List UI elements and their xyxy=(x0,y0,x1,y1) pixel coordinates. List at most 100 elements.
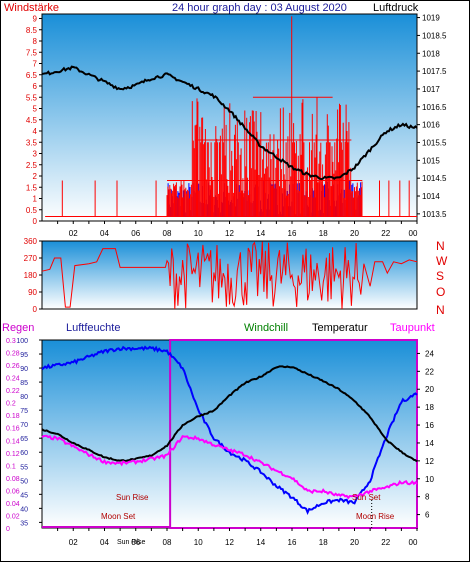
rain-tick-label: 0.02 xyxy=(6,513,20,520)
x-tick-label: 20 xyxy=(350,229,359,238)
x-tick-label: 02 xyxy=(69,229,78,238)
temperature-line xyxy=(41,365,418,463)
rain-tick-label: 0.14 xyxy=(6,438,20,445)
rain-tick-label: 0.22 xyxy=(6,388,20,395)
wind-tick-label: 1.5 xyxy=(26,183,38,192)
pressure-tick-label: 1017.5 xyxy=(422,67,447,76)
x-tick-label: 06 xyxy=(131,538,140,547)
pressure-tick-label: 1017 xyxy=(422,85,440,94)
x-tick-label: 16 xyxy=(288,229,297,238)
pressure-title: Luftdruck xyxy=(373,2,419,14)
pressure-tick-label: 1013.5 xyxy=(422,210,447,219)
x-tick-label: 10 xyxy=(194,538,203,547)
temperature-tick-label: 8 xyxy=(425,493,430,502)
humidity-tick-label: 50 xyxy=(20,478,28,485)
humidity-tick-label: 35 xyxy=(20,520,28,527)
compass-label: N xyxy=(436,303,445,317)
direction-tick-label: 360 xyxy=(24,237,38,246)
chart-title: 24 hour graph day : 03 August 2020 xyxy=(172,2,347,14)
pressure-tick-label: 1016.5 xyxy=(422,103,447,112)
wind-tick-label: 0 xyxy=(33,217,38,226)
rain-tick-label: 0.12 xyxy=(6,451,20,458)
x-tick-label: 04 xyxy=(100,229,109,238)
rain-tick-label: 0.06 xyxy=(6,488,20,495)
humidity-tick-label: 95 xyxy=(20,352,28,359)
rain-tick-label: 0.28 xyxy=(6,351,20,358)
direction-tick-label: 0 xyxy=(33,305,38,314)
legend-luftfeuchte: Luftfeuchte xyxy=(66,322,120,334)
humidity-tick-label: 45 xyxy=(20,492,28,499)
rain-tick-label: 0.16 xyxy=(6,426,20,433)
sun-set-label: Sun Set xyxy=(352,493,381,502)
compass-label: S xyxy=(436,269,444,283)
humidity-tick-label: 65 xyxy=(20,436,28,443)
x-tick-label: 16 xyxy=(288,538,297,547)
legend-regen: Regen xyxy=(2,322,34,334)
direction-tick-label: 270 xyxy=(24,254,38,263)
pressure-tick-label: 1014.5 xyxy=(422,174,447,183)
humidity-tick-label: 100 xyxy=(16,338,28,345)
rain-tick-label: 0 xyxy=(6,526,10,533)
humidity-tick-label: 70 xyxy=(20,422,28,429)
sun-rise-label: Sun Rise xyxy=(116,493,149,502)
direction-tick-label: 90 xyxy=(28,288,37,297)
dewpoint-line xyxy=(41,434,418,500)
humidity-line xyxy=(41,345,418,516)
legend-temperatur: Temperatur xyxy=(312,322,368,334)
temperature-tick-label: 14 xyxy=(425,439,434,448)
wind-tick-label: 1 xyxy=(33,195,38,204)
pressure-tick-label: 1018.5 xyxy=(422,31,447,40)
x-tick-label: 08 xyxy=(163,538,172,547)
wind-direction-line xyxy=(41,241,418,310)
wind-tick-label: 2.5 xyxy=(26,161,38,170)
rain-tick-label: 0.04 xyxy=(6,501,20,508)
x-tick-label: 18 xyxy=(319,229,328,238)
compass-label: W xyxy=(436,254,448,268)
temperature-tick-label: 12 xyxy=(425,457,434,466)
x-tick-label: 14 xyxy=(256,538,265,547)
humidity-tick-label: 55 xyxy=(20,464,28,471)
humidity-tick-label: 60 xyxy=(20,450,28,457)
x-tick-label: 06 xyxy=(131,229,140,238)
legend-taupunkt: Taupunkt xyxy=(390,322,435,334)
temperature-tick-label: 24 xyxy=(425,349,434,358)
x-tick-label: 14 xyxy=(256,229,265,238)
wind-tick-label: 4 xyxy=(33,127,38,136)
x-tick-label: 08 xyxy=(163,229,172,238)
x-tick-label: 22 xyxy=(381,538,390,547)
x-tick-label: 02 xyxy=(69,538,78,547)
wind-tick-label: 3.5 xyxy=(26,138,38,147)
x-tick-label: 12 xyxy=(225,229,234,238)
legend-windchill: Windchill xyxy=(244,322,288,334)
x-tick-label: 20 xyxy=(350,538,359,547)
wind-tick-label: 2 xyxy=(33,172,38,181)
wind-tick-label: 6.5 xyxy=(26,71,38,80)
x-tick-label: 22 xyxy=(381,229,390,238)
humidity-tick-label: 90 xyxy=(20,366,28,373)
sun-axis-label: Sun Rise xyxy=(117,539,146,546)
wind-tick-label: 7 xyxy=(33,60,38,69)
x-tick-label: 00 xyxy=(409,538,418,547)
rain-tick-label: 0.2 xyxy=(6,401,16,408)
wind-tick-label: 4.5 xyxy=(26,116,38,125)
temperature-tick-label: 20 xyxy=(425,385,434,394)
x-tick-label: 18 xyxy=(319,538,328,547)
rain-tick-label: 0.26 xyxy=(6,363,20,370)
pressure-tick-label: 1016 xyxy=(422,121,440,130)
wind-tick-label: 0.5 xyxy=(26,206,38,215)
temperature-tick-label: 6 xyxy=(425,511,430,520)
temperature-tick-label: 16 xyxy=(425,421,434,430)
pressure-tick-label: 1014 xyxy=(422,192,440,201)
x-tick-label: 10 xyxy=(194,229,203,238)
rain-tick-label: 0.18 xyxy=(6,413,20,420)
humidity-tick-label: 80 xyxy=(20,394,28,401)
humidity-tick-label: 85 xyxy=(20,380,28,387)
temperature-tick-label: 10 xyxy=(425,475,434,484)
x-tick-label: 12 xyxy=(225,538,234,547)
moon-set-label: Moon Set xyxy=(101,512,136,521)
direction-tick-label: 180 xyxy=(24,271,38,280)
wind-tick-label: 3 xyxy=(33,150,38,159)
pressure-tick-label: 1015.5 xyxy=(422,138,447,147)
x-tick-label: 00 xyxy=(409,229,418,238)
x-tick-label: 04 xyxy=(100,538,109,547)
